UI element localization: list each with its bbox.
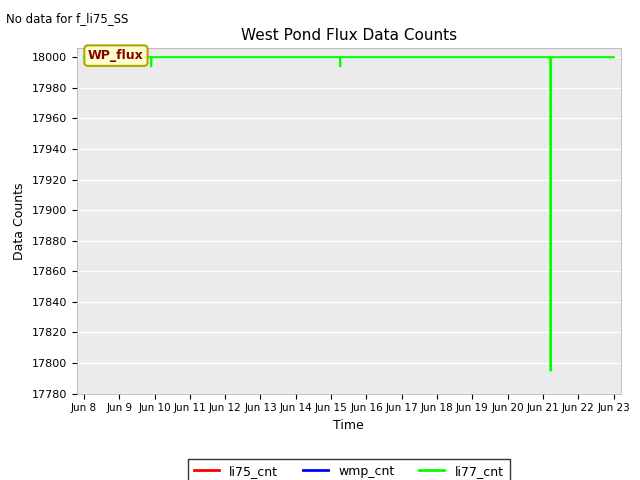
Legend: li75_cnt, wmp_cnt, li77_cnt: li75_cnt, wmp_cnt, li77_cnt <box>188 458 509 480</box>
Y-axis label: Data Counts: Data Counts <box>13 182 26 260</box>
Text: WP_flux: WP_flux <box>88 49 144 62</box>
Text: No data for f_li75_SS: No data for f_li75_SS <box>6 12 129 25</box>
Title: West Pond Flux Data Counts: West Pond Flux Data Counts <box>241 28 457 43</box>
X-axis label: Time: Time <box>333 419 364 432</box>
